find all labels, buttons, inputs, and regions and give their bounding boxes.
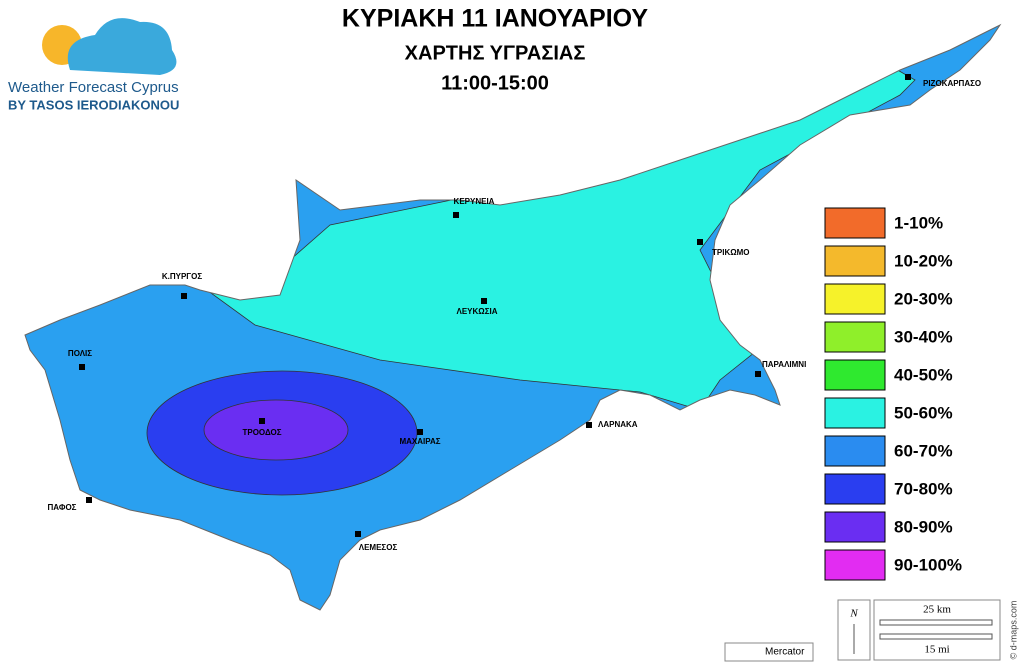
city-marker bbox=[453, 212, 459, 218]
city-marker bbox=[697, 239, 703, 245]
legend-swatch bbox=[824, 245, 886, 277]
legend-label: 90-100% bbox=[894, 555, 962, 574]
zone-80-90 bbox=[203, 399, 349, 461]
legend-label: 20-30% bbox=[894, 289, 953, 308]
scale-box: N 25 km 15 mi bbox=[837, 599, 1001, 661]
logo-name: Weather Forecast Cyprus bbox=[8, 79, 179, 96]
city-marker bbox=[86, 497, 92, 503]
scale-km: 25 km bbox=[923, 604, 951, 616]
legend-swatch bbox=[824, 321, 886, 353]
north-label: N bbox=[849, 608, 858, 620]
city-marker bbox=[417, 429, 423, 435]
legend-label: 30-40% bbox=[894, 327, 953, 346]
city-label: ΠΑΦΟΣ bbox=[48, 503, 77, 512]
logo-cloud bbox=[67, 18, 177, 75]
city-marker bbox=[586, 422, 592, 428]
legend-label: 60-70% bbox=[894, 441, 953, 460]
legend-label: 1-10% bbox=[894, 213, 943, 232]
legend-swatch bbox=[824, 549, 886, 581]
city-label: ΚΕΡΥΝΕΙΑ bbox=[454, 197, 495, 206]
legend-swatch bbox=[824, 283, 886, 315]
legend-swatch bbox=[824, 207, 886, 239]
city-label: ΛΕΜΕΣΟΣ bbox=[359, 543, 398, 552]
subtitle: ΧΑΡΤΗΣ ΥΓΡΑΣΙΑΣ bbox=[405, 42, 586, 64]
legend-swatch bbox=[824, 511, 886, 543]
city-label: ΠΑΡΑΛΙΜΝΙ bbox=[762, 360, 806, 369]
coastline bbox=[24, 23, 1002, 611]
time: 11:00-15:00 bbox=[441, 72, 549, 94]
city-label: ΤΡΟΟΔΟΣ bbox=[242, 428, 281, 437]
city-marker bbox=[181, 293, 187, 299]
city-label: Κ.ΠΥΡΓΟΣ bbox=[162, 272, 202, 281]
credit: © d-maps.com bbox=[1008, 601, 1018, 660]
city-label: ΛΕΥΚΩΣΙΑ bbox=[457, 307, 498, 316]
city-label: ΠΟΛΙΣ bbox=[68, 349, 92, 358]
city-marker bbox=[481, 298, 487, 304]
city-label: ΜΑΧΑΙΡΑΣ bbox=[399, 437, 440, 446]
city-label: ΤΡΙΚΩΜΟ bbox=[712, 248, 750, 257]
city-label: ΛΑΡΝΑΚΑ bbox=[598, 420, 638, 429]
legend-label: 40-50% bbox=[894, 365, 953, 384]
city-marker bbox=[355, 531, 361, 537]
city-marker bbox=[79, 364, 85, 370]
legend-swatch bbox=[824, 397, 886, 429]
city-marker bbox=[905, 74, 911, 80]
scale-frame bbox=[873, 599, 1001, 661]
city-label: ΡΙΖΟΚΑΡΠΑΣΟ bbox=[923, 79, 981, 88]
projection: Mercator bbox=[765, 647, 805, 658]
logo: Weather Forecast Cyprus BY TASOS IERODIA… bbox=[8, 18, 179, 112]
projection-box bbox=[724, 642, 814, 662]
logo-byline: BY TASOS IERODIAKONOU bbox=[8, 97, 179, 112]
scale-bar-km bbox=[879, 619, 993, 626]
city-marker bbox=[259, 418, 265, 424]
title: ΚΥΡΙΑΚΗ 11 ΙΑΝΟΥΑΡΙΟΥ bbox=[342, 5, 648, 33]
legend-label: 70-80% bbox=[894, 479, 953, 498]
scale-bar-mi bbox=[879, 633, 993, 640]
city-marker bbox=[755, 371, 761, 377]
legend-label: 80-90% bbox=[894, 517, 953, 536]
legend-swatch bbox=[824, 435, 886, 467]
scale-mi: 15 mi bbox=[924, 644, 949, 656]
legend-swatch bbox=[824, 359, 886, 391]
legend-label: 50-60% bbox=[894, 403, 953, 422]
legend-swatch bbox=[824, 473, 886, 505]
legend-label: 10-20% bbox=[894, 251, 953, 270]
